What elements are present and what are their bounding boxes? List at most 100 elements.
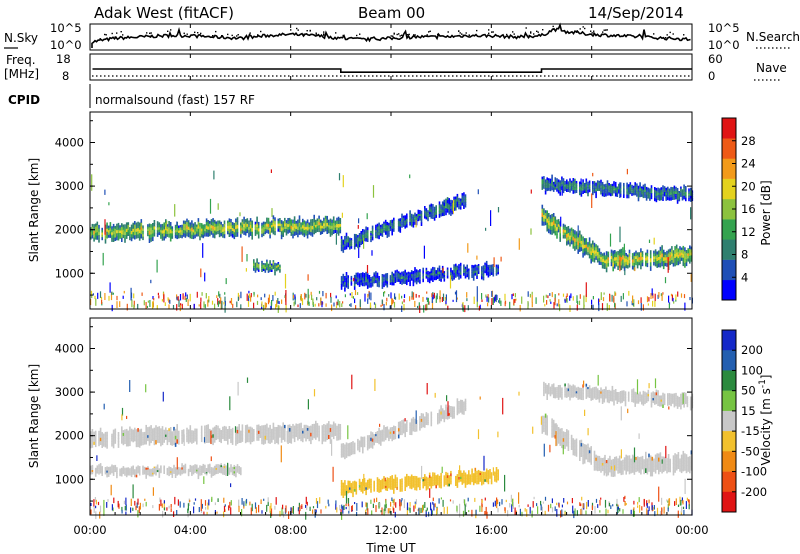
echo-cell (600, 188, 602, 192)
echo-cell (365, 277, 367, 281)
echo-cell (679, 246, 681, 251)
echo-cell (373, 442, 375, 446)
echo-cell (399, 221, 402, 225)
echo-cell (282, 429, 284, 434)
echo-cell (456, 271, 459, 275)
echo-cell (557, 190, 560, 194)
echo-cell (142, 225, 144, 229)
echo-cell (644, 186, 646, 190)
echo-cell (324, 428, 327, 432)
echo-cell (428, 271, 431, 275)
echo-cell (285, 220, 288, 224)
echo-cell (606, 186, 609, 190)
echo-cell (596, 180, 599, 183)
echo-cell (662, 253, 665, 258)
echo-cell (261, 267, 263, 270)
echo-cell (271, 222, 273, 226)
near-range-speckle (680, 293, 683, 298)
echo-cell (93, 431, 95, 435)
echo-cell (402, 422, 405, 426)
echo-cell (623, 188, 625, 193)
echo-cell (495, 478, 498, 483)
echo-cell (548, 228, 550, 234)
echo-cell (414, 478, 416, 482)
echo-cell (593, 254, 596, 259)
echo-cell (148, 234, 151, 240)
echo-cell (240, 225, 242, 229)
echo-cell (262, 224, 265, 228)
echo-cell (349, 246, 351, 250)
echo-cell (397, 273, 400, 276)
echo-cell (598, 257, 601, 262)
echo-cell (600, 251, 602, 255)
echo-cell (176, 231, 178, 236)
echo-cell (437, 480, 439, 484)
echo-cell (310, 231, 312, 236)
echo-cell (267, 270, 270, 273)
echo-cell (321, 439, 324, 445)
echo-cell (186, 222, 188, 227)
echo-cell (577, 241, 579, 246)
echo-cell (360, 239, 362, 243)
near-range-speckle (373, 302, 376, 305)
echo-cell (667, 253, 670, 258)
echo-cell (373, 486, 375, 490)
echo-cell (371, 234, 374, 238)
echo-cell (196, 226, 198, 230)
scatter-streak (209, 198, 212, 214)
echo-cell (561, 181, 563, 185)
echo-cell (300, 437, 302, 442)
echo-cell (433, 472, 436, 476)
echo-cell (406, 426, 408, 430)
echo-cell (334, 220, 337, 224)
echo-cell (397, 425, 400, 429)
echo-cell (344, 450, 346, 454)
echo-cell (370, 235, 372, 238)
echo-cell (582, 252, 584, 258)
echo-cell (197, 221, 200, 226)
echo-cell (163, 439, 165, 443)
scatter-streak (415, 220, 417, 228)
echo-cell (251, 427, 253, 431)
echo-cell (357, 282, 359, 286)
echo-cell (272, 426, 275, 430)
echo-cell (670, 194, 672, 198)
echo-cell (181, 429, 183, 434)
echo-cell (156, 436, 159, 440)
echo-cell (552, 187, 555, 190)
echo-cell (347, 283, 349, 287)
echo-cell (350, 444, 353, 448)
echo-cell (463, 470, 465, 474)
echo-cell (194, 464, 196, 467)
echo-cell (337, 216, 340, 221)
echo-cell (406, 424, 408, 428)
echo-cell (187, 226, 190, 231)
echo-cell (99, 434, 102, 439)
echo-cell (267, 227, 270, 231)
echo-cell (448, 415, 450, 419)
echo-cell (425, 417, 428, 421)
echo-cell (272, 432, 275, 437)
echo-cell (389, 429, 392, 433)
echo-cell (386, 428, 389, 432)
echo-cell (399, 488, 402, 492)
echo-cell (344, 246, 346, 250)
echo-cell (137, 231, 139, 235)
echo-cell (135, 429, 138, 434)
echo-cell (433, 277, 436, 281)
echo-cell (161, 223, 164, 228)
echo-cell (355, 489, 358, 493)
echo-cell (266, 426, 268, 431)
near-range-speckle (168, 298, 170, 303)
echo-cell (101, 234, 103, 238)
echo-cell (689, 259, 691, 264)
near-range-speckle (499, 298, 501, 304)
echo-cell (302, 436, 304, 440)
noise-search-point (200, 32, 202, 35)
echo-cell (326, 226, 328, 231)
echo-cell (601, 187, 604, 191)
echo-cell (279, 264, 281, 267)
echo-cell (456, 482, 459, 486)
echo-cell (580, 240, 583, 245)
echo-cell (148, 437, 151, 442)
